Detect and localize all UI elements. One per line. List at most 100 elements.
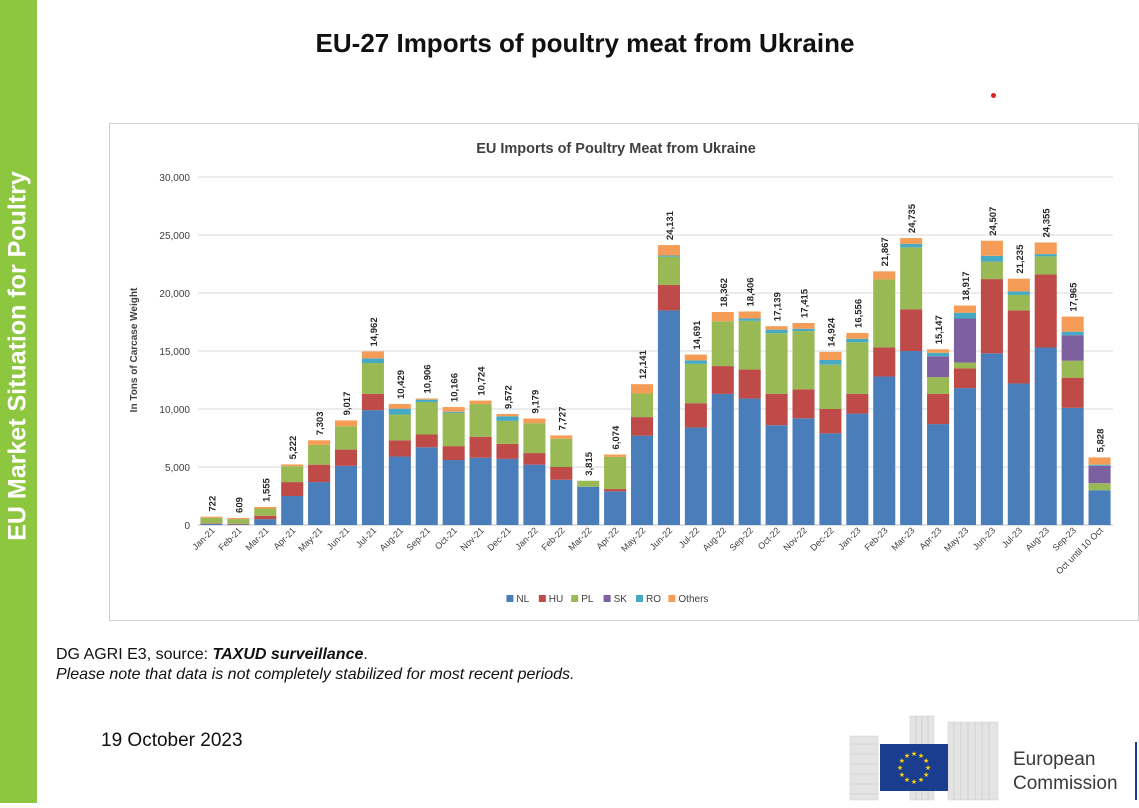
bar-segment-hu [927,393,950,425]
total-label: 10,724 [477,366,488,396]
stacked-bar-chart: EU Imports of Poultry Meat from Ukraine … [129,141,1113,605]
legend-swatch-others [668,595,676,602]
bar-segment-hu [227,523,250,525]
total-label: 9,017 [342,392,353,416]
bar-segment-hu [1007,310,1030,384]
bar-segment-ro [792,328,815,332]
total-label: 24,355 [1042,208,1053,238]
y-axis-ticks: 0 5,000 10,000 15,000 20,000 25,000 30,000 [159,173,190,532]
total-label: 14,962 [369,317,380,346]
x-tick-label: Dec-21 [485,525,513,553]
bar-segment-pl [1007,294,1030,311]
bar-segment-sk [1088,465,1111,484]
legend-label-hu: HU [549,594,563,605]
bar-segment-others [765,326,788,330]
y-tick-label: 0 [184,521,190,532]
bar-segment-others [388,404,411,409]
legend-swatch-nl [506,595,514,602]
bar-segment-pl [953,362,977,369]
bar-segment-pl [765,333,788,394]
bar-segment-hu [523,453,546,465]
x-tick-label: Mar-22 [566,525,593,552]
legend-swatch-pl [571,595,579,602]
bar-segment-nl [927,424,950,525]
x-tick-label: Dec-22 [808,525,836,553]
legend: NL HU PL SK RO Others [506,594,708,605]
x-tick-label: May-23 [942,525,970,553]
bar-segment-nl [281,496,304,525]
x-tick-label: Feb-23 [862,525,889,552]
bar-segment-ro [657,255,680,257]
bar-segment-ro [980,255,1003,262]
y-tick-label: 15,000 [159,347,190,358]
x-tick-label: Feb-21 [217,525,244,552]
bar-segment-nl [550,479,573,525]
total-label: 14,924 [826,317,837,347]
eu-star: ★ [897,764,903,772]
bar-segment-pl [523,423,546,454]
bars [200,238,1111,525]
bar-segment-others [254,506,277,509]
total-label: 3,815 [584,451,595,475]
bar-segment-others [604,454,627,457]
x-tick-label: Jun-23 [971,525,998,552]
x-tick-label: Jun-22 [648,525,675,552]
bar-segment-pl [442,412,465,447]
bar-segment-hu [792,389,815,419]
x-tick-label: May-21 [296,525,324,553]
bar-segment-nl [442,460,465,525]
eu-star: ★ [899,771,905,779]
legend-label-nl: NL [516,594,529,605]
bar-segment-hu [442,446,465,461]
bar-segment-pl [1034,256,1057,275]
total-label: 5,828 [1096,429,1107,453]
bar-segment-ro [361,358,384,364]
bar-segment-others [200,516,223,518]
berlaymont-building-icon: ★ ★★★★★★★★★★★ [849,715,999,801]
european-commission-logo: ★ ★ ★ ★ ★ ★ ★ ★ ★ ★ ★ ★ European Commission [848,712,1139,803]
x-tick-label: Nov-21 [458,525,486,553]
x-tick-label: Apr-21 [271,525,297,551]
bar-segment-hu [980,279,1003,354]
bar-segment-hu [953,368,977,389]
bar-segment-sk [953,318,977,363]
bar-segment-ro [1088,464,1111,466]
bar-segment-nl [792,418,815,525]
total-label: 1,555 [261,477,272,501]
bar-segment-hu [1061,377,1084,408]
source-line: DG AGRI E3, source: TAXUD surveillance. [56,646,368,664]
legend-label-ro: RO [646,594,661,605]
x-tick-label: Aug-22 [701,525,729,553]
bar-segment-pl [469,404,492,437]
bar-segment-pl [550,438,573,467]
bar-segment-others [1034,242,1057,255]
x-tick-label: Apr-23 [917,525,943,551]
total-labels: 722 609 1,555 5,222 7,303 9,017 14,962 10,429 10… [207,203,1106,513]
x-tick-label: Mar-21 [243,525,270,552]
y-tick-label: 20,000 [159,289,190,300]
total-label: 18,917 [961,272,972,301]
y-tick-label: 25,000 [159,231,190,242]
total-label: 21,235 [1015,244,1026,274]
bar-segment-others [496,413,519,417]
bar-segment-hu [1034,274,1057,348]
bar-segment-hu [631,417,654,436]
source-prefix: DG AGRI E3, source: [56,646,213,663]
x-tick-label: Jan-22 [513,525,540,552]
x-tick-label: Jun-21 [325,525,352,552]
bar-segment-others [442,407,465,412]
bar-segment-nl [604,491,627,525]
total-label: 16,556 [853,299,864,328]
x-tick-label: Jul-22 [677,525,701,549]
total-label: 9,179 [530,390,541,414]
bar-segment-others [523,418,546,424]
total-label: 10,166 [450,373,461,402]
bar-segment-nl [415,447,438,525]
bar-segment-sk [1061,335,1084,361]
total-label: 15,147 [934,315,945,344]
bar-segment-pl [577,480,600,487]
eu-star: ★ [918,776,924,784]
bar-segment-others [711,312,734,322]
bar-segment-ro [765,329,788,334]
bar-segment-ro [684,360,707,364]
